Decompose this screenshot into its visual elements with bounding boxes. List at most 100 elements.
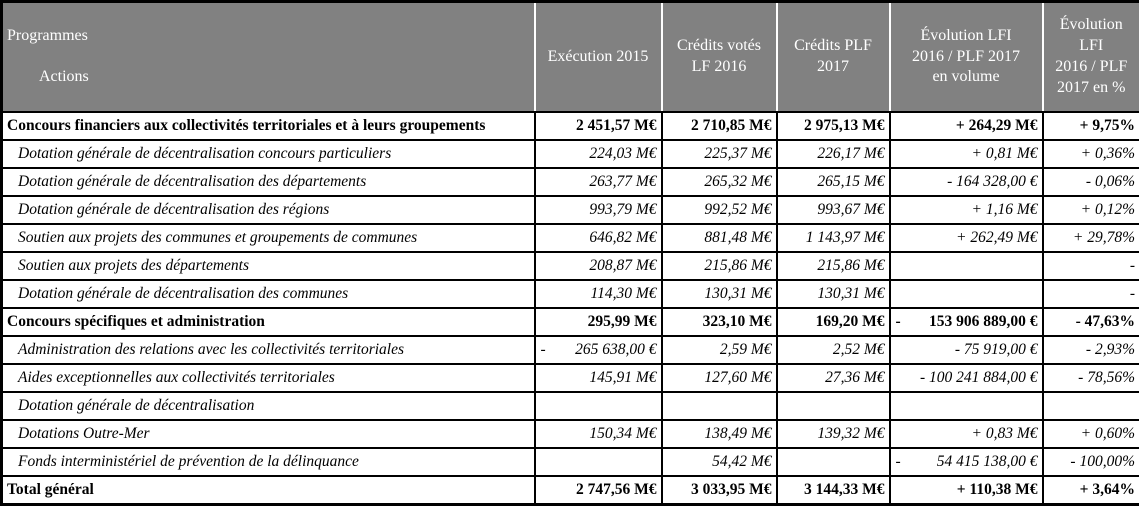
cell-plf2017: 215,86 M€ [775, 250, 891, 281]
row-label: Dotation générale de décentralisation [0, 390, 536, 421]
cell-lf2016: 2 710,85 M€ [660, 110, 778, 141]
cell-exec: 2 747,56 M€ [533, 475, 663, 506]
cell-exec: 114,30 M€ [533, 278, 663, 309]
table-row: Total général 2 747,56 M€ 3 033,95 M€ 3 144… [0, 475, 1139, 506]
header-credits-plf-2017: Crédits PLF 2017 [776, 1, 891, 113]
cell-pct: + 9,75% [1041, 110, 1139, 141]
cell-vol [888, 390, 1044, 421]
row-label: Dotation générale de décentralisation co… [0, 138, 536, 169]
table-row: Dotation générale de décentralisation co… [0, 138, 1139, 169]
cell-lf2016: 323,10 M€ [660, 306, 778, 337]
header-evolution-percent: Évolution LFI 2016 / PLF 2017 en % [1042, 1, 1139, 113]
row-label: Concours financiers aux collectivités te… [0, 110, 536, 141]
table-row: Concours spécifiques et administration 29… [0, 306, 1139, 337]
cell-vol: + 0,81 M€ [888, 138, 1044, 169]
table-row: Administration des relations avec les co… [0, 334, 1139, 365]
cell-vol: + 264,29 M€ [888, 110, 1044, 141]
cell-vol: + 1,16 M€ [888, 194, 1044, 225]
cell-exec: 145,91 M€ [533, 362, 663, 393]
cell-lf2016: 54,42 M€ [660, 446, 778, 477]
cell-lf2016: 130,31 M€ [660, 278, 778, 309]
minus-sign: - [895, 452, 901, 470]
cell-pct: + 3,64% [1041, 475, 1139, 506]
cell-pct: + 0,36% [1041, 138, 1139, 169]
cell-plf2017 [775, 390, 891, 421]
cell-pct: + 0,60% [1041, 418, 1139, 449]
cell-exec: 263,77 M€ [533, 166, 663, 197]
cell-vol: - 75 919,00 € [888, 334, 1044, 365]
row-label: Concours spécifiques et administration [0, 306, 536, 337]
cell-lf2016: 992,52 M€ [660, 194, 778, 225]
cell-vol: + 262,49 M€ [888, 222, 1044, 253]
row-label: Soutien aux projets des communes et grou… [0, 222, 536, 253]
cell-exec: 150,34 M€ [533, 418, 663, 449]
row-label: Total général [0, 475, 536, 506]
cell-pct [1041, 390, 1139, 421]
cell-exec [533, 390, 663, 421]
header-programmes-label: Programmes [7, 26, 88, 44]
cell-plf2017: 226,17 M€ [775, 138, 891, 169]
cell-lf2016: 265,32 M€ [660, 166, 778, 197]
table-row: Fonds interministériel de prévention de … [0, 446, 1139, 477]
cell-vol [888, 250, 1044, 281]
cell-pct: + 29,78% [1041, 222, 1139, 253]
header-credits-votes-lf-2016: Crédits votés LF 2016 [661, 1, 778, 113]
cell-plf2017: 169,20 M€ [775, 306, 891, 337]
cell-pct: - [1041, 250, 1139, 281]
cell-amount: 265 638,00 € [575, 340, 657, 358]
cell-plf2017: 2,52 M€ [775, 334, 891, 365]
cell-plf2017: 27,36 M€ [775, 362, 891, 393]
header-row: Programmes Actions Exécution 2015 Crédit… [1, 1, 1139, 113]
cell-pct: - 47,63% [1041, 306, 1139, 337]
cell-amount: 54 415 138,00 € [936, 452, 1038, 470]
table-row: Dotation générale de décentralisation de… [0, 166, 1139, 197]
row-label: Fonds interministériel de prévention de … [0, 446, 536, 477]
row-label: Dotation générale de décentralisation de… [0, 194, 536, 225]
cell-plf2017: 3 144,33 M€ [775, 475, 891, 506]
cell-exec: 224,03 M€ [533, 138, 663, 169]
cell-pct: - [1041, 278, 1139, 309]
cell-exec: 993,79 M€ [533, 194, 663, 225]
table-row: Dotation générale de décentralisation de… [0, 278, 1139, 309]
cell-plf2017 [775, 446, 891, 477]
header-actions-label: Actions [39, 68, 89, 86]
row-label: Dotation générale de décentralisation de… [0, 278, 536, 309]
cell-pct: - 100,00% [1041, 446, 1139, 477]
cell-plf2017: 2 975,13 M€ [775, 110, 891, 141]
row-label: Dotation générale de décentralisation de… [0, 166, 536, 197]
row-label: Administration des relations avec les co… [0, 334, 536, 365]
cell-amount: 153 906 889,00 € [929, 312, 1038, 330]
table-body: Concours financiers aux collectivités te… [0, 110, 1139, 506]
cell-lf2016: 215,86 M€ [660, 250, 778, 281]
cell-exec: 646,82 M€ [533, 222, 663, 253]
cell-vol: - 54 415 138,00 € [888, 446, 1044, 477]
header-evolution-volume: Évolution LFI 2016 / PLF 2017 en volume [889, 1, 1044, 113]
minus-sign: - [895, 312, 901, 330]
row-label: Soutien aux projets des départements [0, 250, 536, 281]
cell-vol: + 0,83 M€ [888, 418, 1044, 449]
header-execution-2015: Exécution 2015 [534, 1, 663, 113]
cell-pct: + 0,12% [1041, 194, 1139, 225]
cell-plf2017: 265,15 M€ [775, 166, 891, 197]
cell-lf2016: 3 033,95 M€ [660, 475, 778, 506]
cell-vol: - 100 241 884,00 € [888, 362, 1044, 393]
cell-exec: - 265 638,00 € [533, 334, 663, 365]
header-programmes-actions: Programmes Actions [1, 1, 536, 113]
cell-pct: - 78,56% [1041, 362, 1139, 393]
cell-vol: + 110,38 M€ [888, 475, 1044, 506]
cell-lf2016: 127,60 M€ [660, 362, 778, 393]
cell-pct: - 0,06% [1041, 166, 1139, 197]
cell-exec [533, 446, 663, 477]
cell-lf2016 [660, 390, 778, 421]
row-label: Aides exceptionnelles aux collectivités … [0, 362, 536, 393]
cell-plf2017: 139,32 M€ [775, 418, 891, 449]
cell-lf2016: 138,49 M€ [660, 418, 778, 449]
cell-exec: 208,87 M€ [533, 250, 663, 281]
cell-plf2017: 993,67 M€ [775, 194, 891, 225]
table-row: Concours financiers aux collectivités te… [0, 110, 1139, 141]
table-row: Dotation générale de décentralisation de… [0, 194, 1139, 225]
cell-lf2016: 225,37 M€ [660, 138, 778, 169]
minus-sign: - [540, 340, 546, 358]
